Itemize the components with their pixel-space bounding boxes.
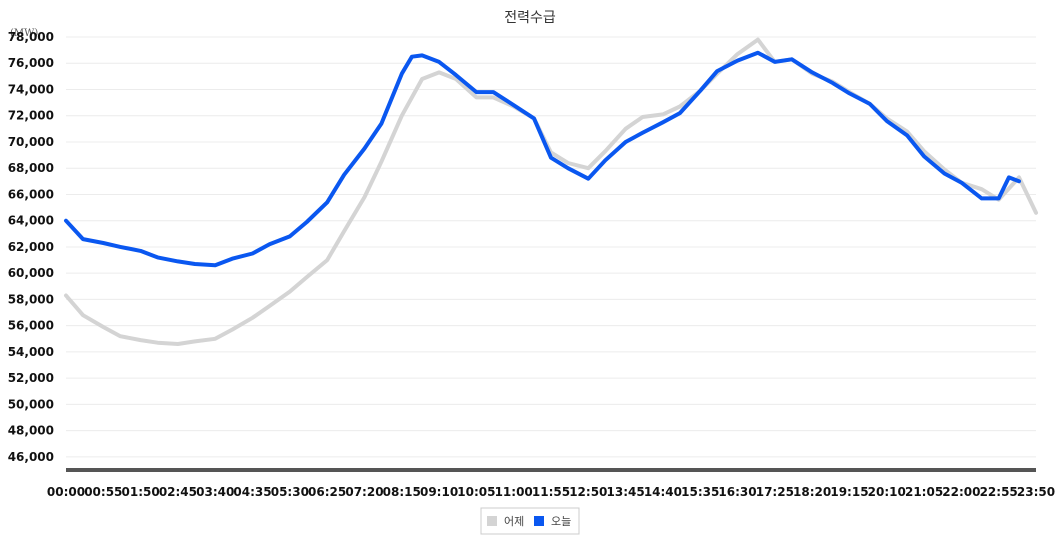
legend-swatch-yesterday xyxy=(487,516,497,526)
x-tick-label: 00:55 xyxy=(84,485,122,499)
y-tick-label: 56,000 xyxy=(8,319,54,333)
y-tick-label: 48,000 xyxy=(8,424,54,438)
y-tick-label: 54,000 xyxy=(8,345,54,359)
y-tick-label: 76,000 xyxy=(8,56,54,70)
x-tick-label: 16:30 xyxy=(718,485,756,499)
x-axis-ticks: 00:00 00:55 01:50 02:45 03:40 04:35 05:30 06:25… xyxy=(47,485,1055,499)
x-tick-label: 02:45 xyxy=(159,485,197,499)
y-tick-label: 78,000 xyxy=(8,30,54,44)
x-tick-label: 18:20 xyxy=(793,485,831,499)
series-layer xyxy=(64,37,1038,346)
x-tick-label: 22:00 xyxy=(942,485,980,499)
legend-box xyxy=(480,507,580,535)
chart-title: 전력수급 xyxy=(504,10,556,26)
legend-item-today[interactable]: 오늘 xyxy=(534,515,571,528)
series-line-yesterday[interactable] xyxy=(64,37,1038,346)
x-tick-label: 06:25 xyxy=(308,485,346,499)
x-tick-label: 23:50 xyxy=(1017,485,1055,499)
x-tick-label: 21:05 xyxy=(905,485,943,499)
x-tick-label: 10:05 xyxy=(457,485,495,499)
x-tick-label: 17:25 xyxy=(756,485,794,499)
y-tick-label: 52,000 xyxy=(8,371,54,385)
y-tick-label: 70,000 xyxy=(8,135,54,149)
legend-label-yesterday: 어제 xyxy=(504,515,524,528)
x-tick-label: 11:55 xyxy=(532,485,570,499)
y-axis-ticks: 46,000 48,000 50,000 52,000 54,000 56,000 58,0… xyxy=(8,30,54,464)
legend-swatch-today xyxy=(534,516,544,526)
y-tick-label: 58,000 xyxy=(8,292,54,306)
y-tick-label: 46,000 xyxy=(8,450,54,464)
x-tick-label: 19:15 xyxy=(830,485,868,499)
x-tick-label: 12:50 xyxy=(569,485,607,499)
x-tick-label: 20:10 xyxy=(868,485,906,499)
x-tick-label: 09:10 xyxy=(420,485,458,499)
x-tick-label: 08:15 xyxy=(383,485,421,499)
x-tick-label: 11:00 xyxy=(495,485,533,499)
x-tick-label: 15:35 xyxy=(681,485,719,499)
legend-label-today: 오늘 xyxy=(551,515,571,528)
x-tick-label: 05:30 xyxy=(271,485,309,499)
y-tick-label: 64,000 xyxy=(8,214,54,228)
series-line-today[interactable] xyxy=(64,50,1021,268)
x-tick-label: 01:50 xyxy=(122,485,160,499)
legend-item-yesterday[interactable]: 어제 xyxy=(487,515,524,528)
x-tick-label: 13:45 xyxy=(607,485,645,499)
legend: 어제 오늘 xyxy=(480,507,580,535)
x-tick-label: 07:20 xyxy=(345,485,383,499)
y-tick-label: 60,000 xyxy=(8,266,54,280)
x-tick-label: 00:00 xyxy=(47,485,85,499)
y-tick-label: 72,000 xyxy=(8,109,54,123)
x-tick-label: 14:40 xyxy=(644,485,682,499)
y-tick-label: 50,000 xyxy=(8,397,54,411)
x-tick-label: 22:55 xyxy=(980,485,1018,499)
y-tick-label: 68,000 xyxy=(8,161,54,175)
x-tick-label: 04:35 xyxy=(233,485,271,499)
x-tick-label: 03:40 xyxy=(196,485,234,499)
y-tick-label: 74,000 xyxy=(8,82,54,96)
y-tick-label: 66,000 xyxy=(8,187,54,201)
y-tick-label: 62,000 xyxy=(8,240,54,254)
gridlines xyxy=(66,36,1036,458)
y-axis-unit-label: (MW) xyxy=(10,28,38,39)
